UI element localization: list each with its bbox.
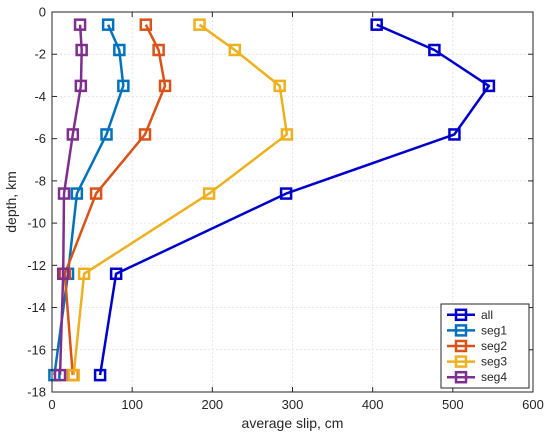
legend-label: seg2 (481, 339, 507, 353)
x-tick-label: 100 (121, 397, 143, 412)
series-point-seg1 (117, 79, 130, 93)
legend-label: seg1 (481, 323, 507, 337)
y-tick-label: -18 (27, 385, 46, 400)
y-axis-title: depth, km (3, 171, 19, 232)
series-point-seg2 (89, 187, 103, 200)
y-tick-label: -14 (27, 300, 46, 315)
y-tick-label: -6 (34, 131, 46, 146)
legend-label: all (481, 308, 493, 322)
series-point-seg4 (57, 187, 71, 200)
series-point-seg1 (70, 187, 84, 200)
series-point-seg3 (202, 187, 216, 200)
series-point-seg2 (152, 43, 165, 57)
legend-swatch-marker (454, 308, 468, 322)
x-tick-label: 400 (362, 397, 384, 412)
series-point-seg3 (193, 18, 206, 31)
y-tick-label: -12 (27, 258, 46, 273)
series-point-seg3 (228, 43, 242, 57)
legend-swatch-marker (454, 324, 468, 337)
series-point-all (109, 267, 123, 281)
series-point-seg3 (67, 368, 80, 382)
series-line-all (98, 23, 491, 376)
series-point-all (370, 18, 383, 31)
series-point-seg4 (66, 128, 80, 141)
series-point-seg4 (74, 79, 88, 93)
series-point-all (482, 79, 496, 93)
tick-layer: 0 100 200 300 400 500 600 0 -2 -4 -6 -8 -10 -12 -14 -16… (27, 5, 544, 413)
series-line-seg3 (72, 23, 289, 376)
series-point-all (279, 187, 293, 200)
legend-swatch-marker (454, 355, 468, 368)
series-point-seg2 (139, 18, 153, 31)
series-point-seg1 (101, 18, 115, 31)
series-point-seg4 (73, 18, 87, 31)
series-line-seg4 (58, 24, 83, 376)
y-tick-label: -8 (34, 173, 46, 188)
series-point-seg1 (100, 128, 113, 141)
series-point-seg3 (77, 267, 91, 281)
series-point-seg1 (113, 43, 126, 57)
x-tick-label: 200 (201, 397, 223, 412)
series-line-seg2 (63, 24, 167, 376)
legend-label: seg3 (481, 355, 507, 369)
series-point-all (428, 43, 441, 57)
series-point-seg4 (56, 267, 70, 281)
y-tick-label: -4 (34, 89, 46, 104)
series-point-all (448, 128, 461, 141)
series-point-seg2 (138, 128, 152, 141)
x-axis-title: average slip, cm (242, 415, 344, 431)
y-tick-label: -10 (27, 216, 46, 231)
y-tick-label: -2 (34, 47, 46, 62)
y-tick-label: -16 (27, 342, 46, 357)
x-tick-label: 300 (282, 397, 304, 412)
series-layer (48, 18, 496, 382)
x-tick-label: 0 (48, 397, 55, 412)
x-tick-label: 600 (522, 397, 544, 412)
series-point-seg3 (280, 128, 294, 141)
legend-swatch-marker (454, 370, 468, 384)
series-point-all (93, 368, 107, 382)
series-point-seg4 (75, 43, 88, 57)
y-tick-label: 0 (39, 5, 46, 20)
x-tick-label: 500 (442, 397, 464, 412)
legend-swatch-marker (454, 339, 468, 353)
series-point-seg2 (158, 79, 172, 93)
series-point-seg4 (53, 368, 67, 382)
series-point-seg3 (273, 79, 286, 93)
legend-label: seg4 (481, 370, 507, 384)
